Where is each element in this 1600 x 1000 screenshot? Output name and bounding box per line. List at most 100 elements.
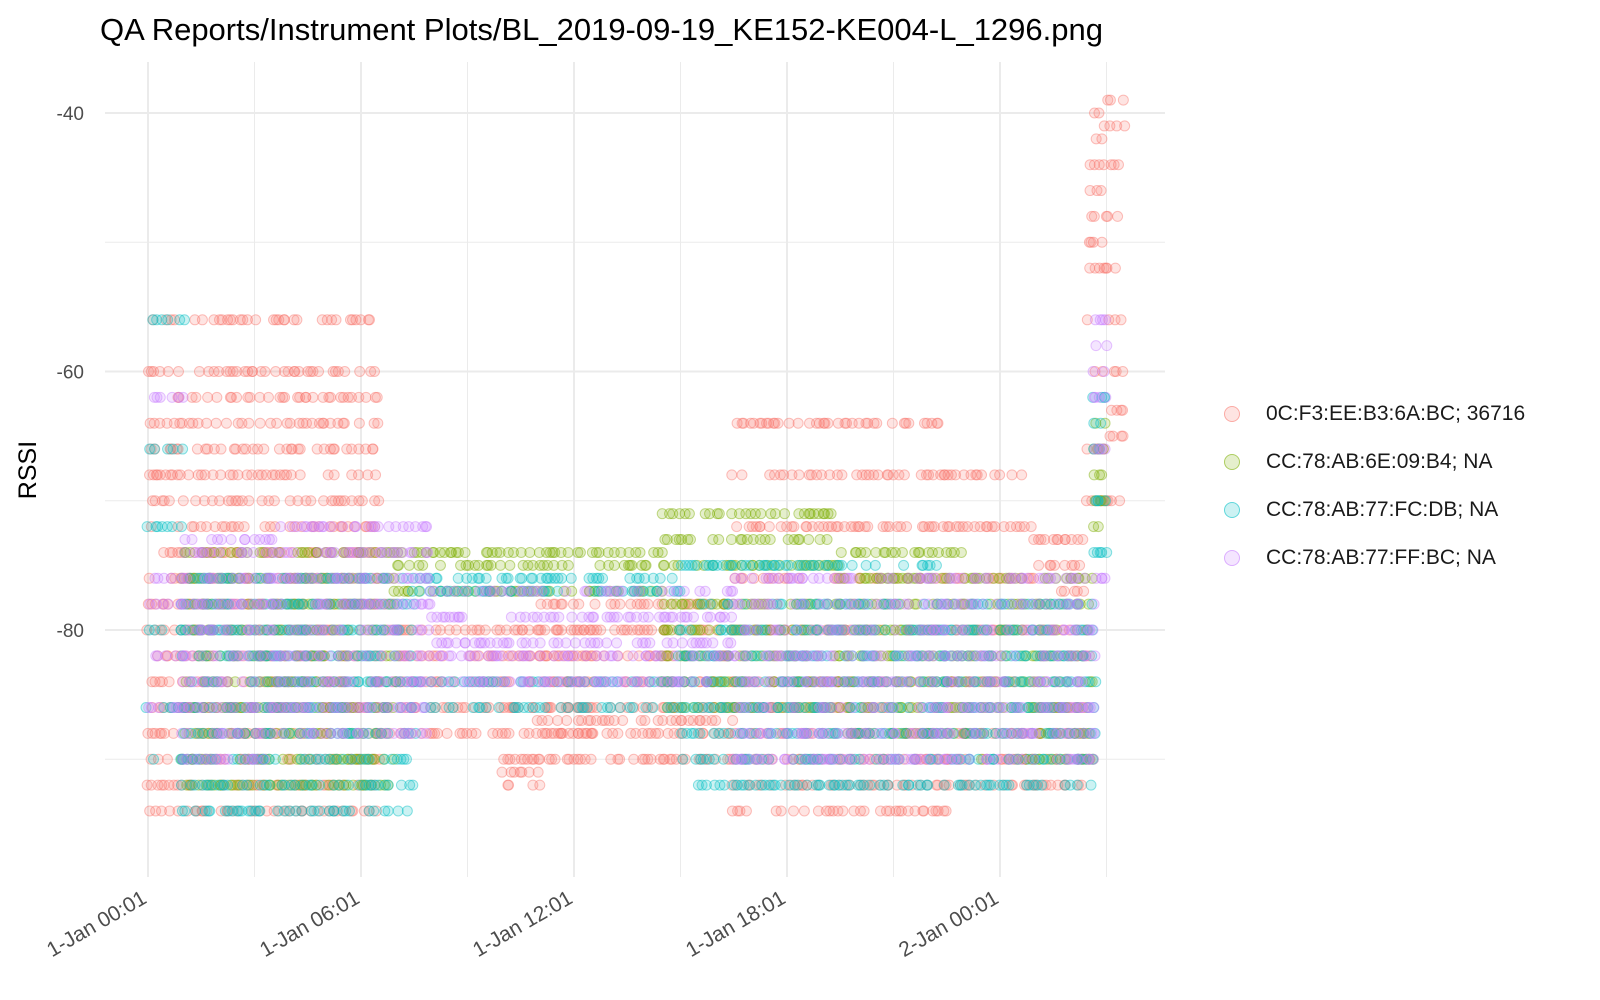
data-point	[545, 702, 557, 714]
data-point	[526, 753, 538, 765]
data-point	[200, 546, 212, 558]
data-point	[890, 598, 902, 610]
data-point	[471, 624, 483, 636]
data-point	[507, 702, 519, 714]
data-point	[625, 727, 637, 739]
data-point	[763, 417, 775, 429]
data-point	[320, 753, 332, 765]
data-point	[215, 443, 227, 455]
data-point	[291, 572, 303, 584]
data-point	[605, 598, 617, 610]
data-point	[635, 714, 647, 726]
data-point	[637, 676, 649, 688]
data-point	[579, 650, 591, 662]
data-point	[547, 598, 559, 610]
data-point	[556, 598, 568, 610]
data-point	[246, 805, 258, 817]
data-point	[143, 366, 155, 377]
data-point	[400, 753, 412, 765]
data-point	[200, 598, 212, 610]
data-point	[497, 650, 509, 662]
data-point	[317, 779, 329, 791]
data-point	[292, 495, 304, 507]
data-point	[226, 495, 238, 507]
data-point	[390, 676, 402, 688]
data-point	[579, 753, 591, 765]
data-point	[1009, 650, 1021, 662]
data-point	[165, 469, 177, 481]
data-point	[172, 391, 184, 403]
data-point	[370, 469, 382, 481]
data-point	[786, 469, 798, 481]
data-point	[560, 637, 572, 649]
data-point	[254, 805, 266, 817]
data-point	[1028, 753, 1040, 765]
data-point	[298, 779, 310, 791]
data-point	[154, 676, 166, 688]
data-point	[198, 702, 210, 714]
data-point	[328, 469, 340, 481]
data-point	[153, 702, 165, 714]
data-point	[786, 521, 798, 533]
data-point	[225, 391, 237, 403]
data-point	[429, 585, 441, 597]
data-point	[967, 676, 979, 688]
data-point	[372, 521, 384, 533]
data-point	[365, 521, 377, 533]
data-point	[313, 366, 325, 377]
data-point	[424, 702, 436, 714]
data-point	[996, 598, 1008, 610]
data-point	[532, 766, 544, 778]
data-point	[227, 469, 239, 481]
data-point	[263, 495, 275, 507]
data-point	[548, 676, 560, 688]
data-point	[195, 521, 207, 533]
data-point	[573, 598, 585, 610]
data-point	[820, 624, 832, 636]
data-point	[158, 495, 170, 507]
data-point	[331, 702, 343, 714]
data-point	[225, 534, 237, 546]
data-point	[221, 572, 233, 584]
data-point	[572, 650, 584, 662]
data-point	[372, 702, 384, 714]
data-point	[270, 727, 282, 739]
data-point	[682, 650, 694, 662]
data-point	[353, 417, 365, 429]
data-point	[769, 469, 781, 481]
data-point	[207, 650, 219, 662]
data-point	[1101, 546, 1113, 558]
data-point	[172, 366, 184, 377]
data-point	[994, 469, 1006, 481]
data-point	[963, 753, 975, 765]
data-point	[999, 676, 1011, 688]
data-point	[414, 676, 426, 688]
data-point	[798, 598, 810, 610]
data-point	[574, 753, 586, 765]
data-point	[445, 676, 457, 688]
data-point	[285, 753, 297, 765]
data-point	[246, 366, 258, 377]
data-point	[318, 443, 330, 455]
data-point	[740, 676, 752, 688]
data-point	[587, 727, 599, 739]
data-point	[358, 572, 370, 584]
data-point	[191, 624, 203, 636]
data-point	[235, 753, 247, 765]
data-point	[751, 676, 763, 688]
data-point	[634, 585, 646, 597]
data-point	[587, 676, 599, 688]
data-point	[326, 495, 338, 507]
data-point	[328, 443, 340, 455]
data-point	[190, 495, 202, 507]
data-point	[351, 753, 363, 765]
data-point	[430, 676, 442, 688]
data-point	[493, 702, 505, 714]
data-point	[384, 727, 396, 739]
data-point	[168, 417, 180, 429]
data-point	[222, 314, 234, 326]
data-point	[246, 366, 258, 377]
data-point	[763, 572, 775, 584]
data-point	[317, 417, 329, 429]
data-point	[360, 391, 372, 403]
